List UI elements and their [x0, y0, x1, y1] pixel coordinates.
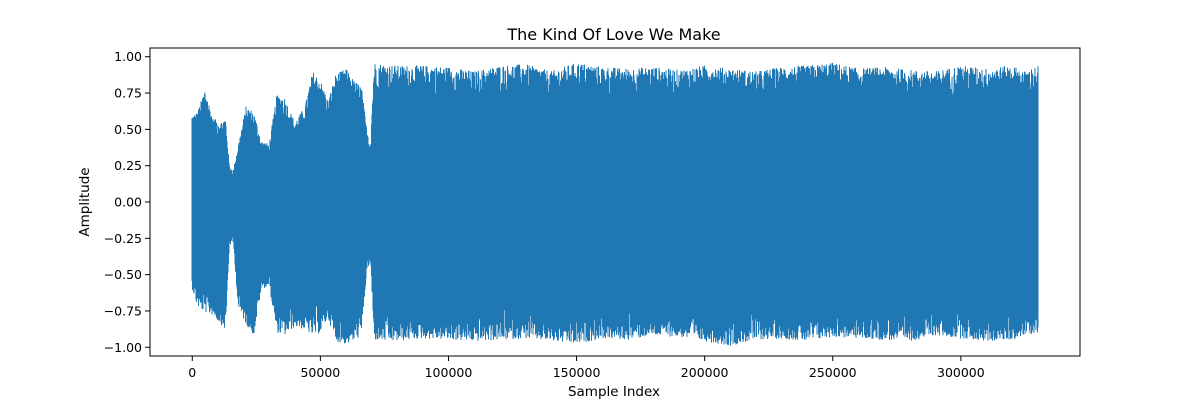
waveform-series: [191, 62, 1039, 346]
x-tick-label: 100000: [425, 365, 473, 380]
y-tick-label: −0.75: [104, 303, 142, 318]
y-axis: 1.00 0.75 0.50 0.25 0.00 −0.25 −0.50 −0.75 −1.00: [104, 49, 150, 355]
x-tick-label: 150000: [553, 365, 601, 380]
x-tick-label: 0: [188, 365, 196, 380]
y-tick-label: −0.50: [104, 267, 142, 282]
x-axis-label: Sample Index: [568, 384, 660, 400]
x-tick-label: 200000: [681, 365, 729, 380]
y-tick-label: 0.75: [114, 86, 142, 101]
y-tick-label: 0.25: [114, 158, 142, 173]
y-axis-label: Amplitude: [77, 167, 93, 236]
chart-title: The Kind Of Love We Make: [506, 25, 720, 44]
x-axis: 0 50000 100000 150000 200000 250000 300000: [188, 356, 985, 380]
y-tick-label: 0.50: [114, 122, 142, 137]
x-tick-label: 300000: [937, 365, 985, 380]
y-tick-label: −1.00: [104, 340, 142, 355]
y-tick-label: 1.00: [114, 49, 142, 64]
x-tick-label: 50000: [300, 365, 340, 380]
y-tick-label: −0.25: [104, 231, 142, 246]
x-tick-label: 250000: [809, 365, 857, 380]
y-tick-label: 0.00: [114, 195, 142, 210]
waveform-line-0: [191, 62, 1039, 346]
